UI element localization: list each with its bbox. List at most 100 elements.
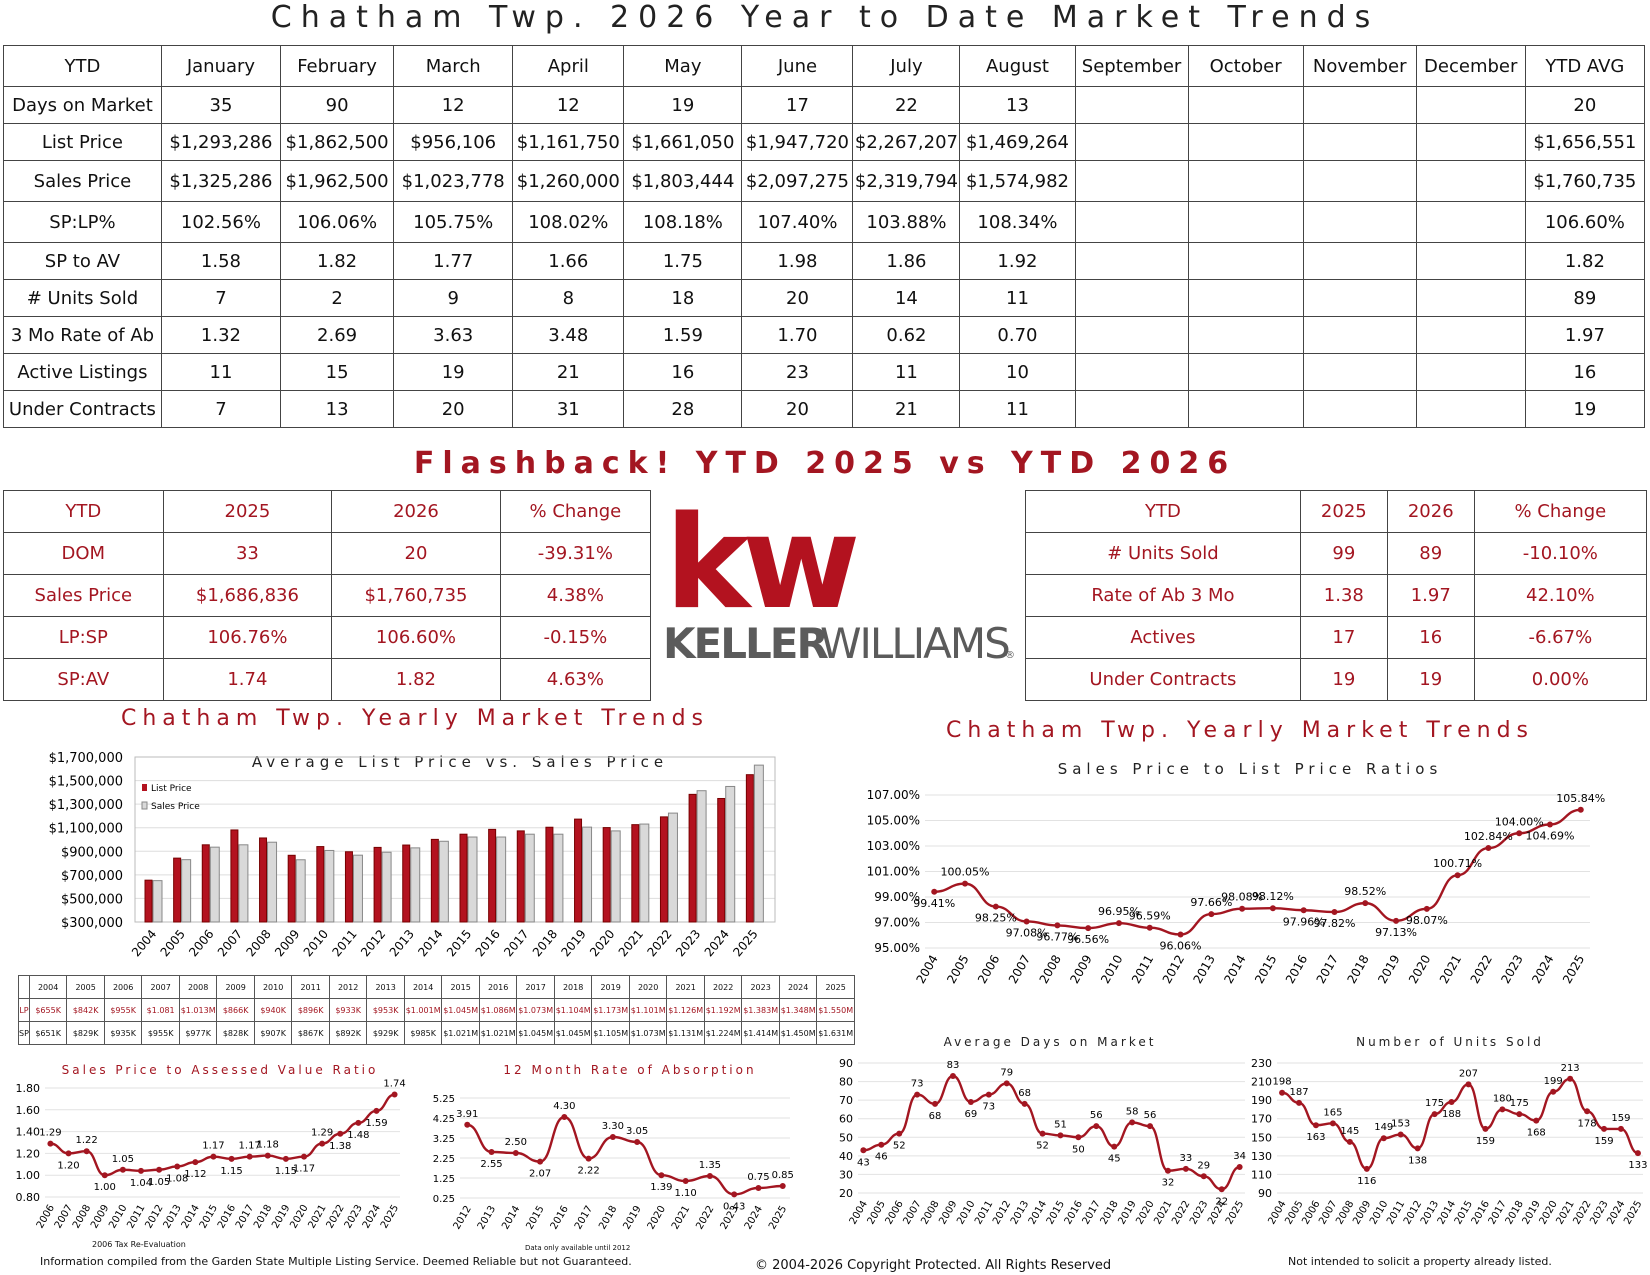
- data-label: 1.22: [76, 1135, 98, 1146]
- bar-sales-price: [267, 841, 278, 923]
- table-row: Days on Market 35 90 12 12 19 17 22 13 20: [3, 86, 1646, 124]
- data-point: [464, 1121, 471, 1128]
- table-cell: $1,962,500: [280, 160, 395, 202]
- data-label: 100.71%: [1433, 857, 1482, 870]
- y-tick-label: 1.20: [16, 1147, 41, 1160]
- sales-price-cell: $1.450M: [778, 1021, 818, 1045]
- column-header: April: [512, 45, 625, 87]
- data-label: 73: [911, 1079, 924, 1090]
- ytd-avg-cell: 20: [1524, 86, 1646, 124]
- x-tick-label: 2022: [644, 927, 674, 959]
- x-tick-label: 2008: [1037, 953, 1064, 986]
- year-cell: 2024: [778, 975, 818, 999]
- y-tick-label: 1.25: [433, 1174, 455, 1185]
- data-label: 116: [1357, 1176, 1376, 1187]
- data-point: [1550, 1088, 1557, 1095]
- tax-reeval-note: 2006 Tax Re-Evaluation: [92, 1240, 186, 1249]
- data-point: [992, 903, 999, 910]
- y-tick-label: $1,300,000: [49, 798, 123, 813]
- x-tick-label: 2007: [215, 927, 245, 959]
- table-cell: $2,319,794: [852, 160, 961, 202]
- units-chart-title: Number of Units Sold: [1356, 1035, 1544, 1049]
- plot-frame: [134, 756, 776, 923]
- data-point: [1577, 806, 1584, 813]
- data-label: 188: [1442, 1109, 1461, 1120]
- bar-list-price: [287, 854, 296, 923]
- data-label: 0.75: [747, 1172, 769, 1183]
- data-label: 159: [1594, 1136, 1613, 1147]
- bar-sales-price: [352, 854, 363, 923]
- data-point: [561, 1114, 568, 1120]
- table-cell: [1302, 390, 1417, 428]
- y-tick-label: 230: [1251, 1057, 1272, 1070]
- y-tick-label: 190: [1251, 1094, 1272, 1107]
- table-cell: [1074, 316, 1189, 354]
- table-row: Active Listings 11 15 19 21 16 23 11 10 16: [3, 353, 1646, 391]
- table-cell: $1,686,836: [162, 574, 333, 617]
- bar-list-price: [459, 833, 468, 923]
- sales-price-cell: $867K: [291, 1021, 330, 1045]
- table-cell: 0.70: [959, 316, 1076, 354]
- table-cell: -39.31%: [499, 532, 652, 575]
- table-cell: 89: [1386, 532, 1475, 575]
- bar-list-price: [488, 828, 497, 923]
- column-header: YTD: [1025, 490, 1301, 533]
- row-label: Active Listings: [3, 353, 162, 391]
- table-cell: 1.98: [741, 242, 854, 280]
- data-label: 56: [1144, 1110, 1157, 1121]
- data-point: [1239, 905, 1246, 912]
- data-label: 96.59%: [1129, 910, 1171, 923]
- x-tick-label: 2025: [379, 1203, 401, 1231]
- column-header: 2026: [331, 490, 501, 533]
- x-tick-label: 2025: [1560, 953, 1587, 986]
- table-cell: 1.75: [623, 242, 743, 280]
- y-tick-label: 80: [839, 1076, 853, 1089]
- x-tick-label: 2014: [415, 927, 445, 959]
- data-point: [47, 1140, 54, 1147]
- x-tick-label: 2015: [1252, 953, 1279, 986]
- table-cell: 19: [623, 86, 743, 124]
- table-cell: 4.63%: [499, 658, 652, 701]
- data-point: [1182, 1165, 1189, 1172]
- data-label: 145: [1340, 1126, 1359, 1137]
- column-header: YTD: [3, 45, 162, 87]
- data-point: [373, 1107, 380, 1114]
- x-tick-label: 2016: [473, 927, 503, 959]
- data-point: [319, 1140, 326, 1147]
- row-label: LP:SP: [3, 616, 164, 659]
- table-cell: 105.75%: [393, 201, 514, 243]
- y-tick-label: 99.00%: [874, 890, 920, 904]
- table-cell: $1,260,000: [512, 160, 625, 202]
- bar-list-price: [631, 824, 640, 923]
- column-header: 2026: [1386, 490, 1475, 533]
- x-tick-label: 2007: [1006, 953, 1033, 986]
- bar-sales-price: [667, 812, 678, 923]
- year-cell: 2008: [178, 975, 218, 999]
- bar-list-price: [259, 837, 268, 923]
- bar-sales-price: [582, 826, 593, 923]
- sales-price-cell: $929K: [366, 1021, 405, 1045]
- absorption-data-note: Data only available until 2012: [525, 1244, 631, 1252]
- data-label: 2.22: [577, 1166, 599, 1177]
- bar-list-price: [402, 844, 411, 923]
- row-label: SP:AV: [3, 658, 164, 701]
- data-point: [156, 1166, 163, 1173]
- table-cell: [1302, 201, 1417, 243]
- table-cell: 90: [280, 86, 395, 124]
- bar-list-price: [717, 797, 726, 923]
- row-label: SP: [18, 1021, 30, 1045]
- data-point: [174, 1163, 181, 1170]
- x-tick-label: 2020: [1406, 953, 1433, 986]
- y-tick-label: 5.25: [433, 1094, 455, 1105]
- year-cell: 2013: [366, 975, 405, 999]
- table-cell: $956,106: [393, 123, 514, 161]
- table-cell: 11: [959, 279, 1076, 317]
- table-cell: 19: [1299, 658, 1388, 701]
- table-row: Sales Price $1,686,836 $1,760,735 4.38%: [3, 574, 652, 617]
- data-point: [779, 1183, 786, 1189]
- table-cell: 20: [741, 279, 854, 317]
- data-point: [1482, 1125, 1489, 1132]
- list-price-cell: $1.173M: [591, 998, 630, 1022]
- table-cell: $1,760,735: [331, 574, 501, 617]
